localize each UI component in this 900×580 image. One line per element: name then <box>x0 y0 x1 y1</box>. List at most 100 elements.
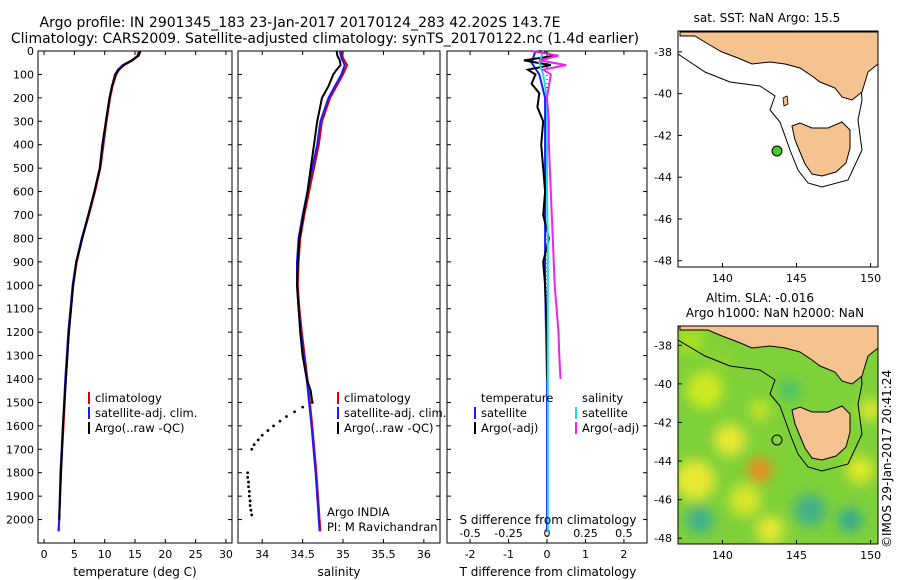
lat-tick-label: -46 <box>654 494 672 507</box>
raw-data-point <box>250 447 254 451</box>
raw-data-point <box>248 499 252 503</box>
salinity-panel-frame <box>237 50 441 544</box>
depth-tick-label: 1500 <box>6 396 34 409</box>
raw-data-point <box>247 485 250 489</box>
s-tick-label: 0.5 <box>615 527 633 540</box>
lat-tick-label: -48 <box>654 532 672 545</box>
s-tick-label: 0.25 <box>573 527 598 540</box>
depth-tick-label: 2000 <box>6 514 34 527</box>
depth-tick-label: 1200 <box>6 326 34 339</box>
map1-title: sat. SST: NaN Argo: 15.5 <box>694 11 841 25</box>
x-tick-label: 0 <box>41 548 48 561</box>
x-tick-label: 25 <box>189 548 203 561</box>
header-line-2: Climatology: CARS2009. Satellite-adjuste… <box>11 31 639 47</box>
lat-tick-label: -44 <box>654 171 672 184</box>
s-difference-xlabel: S difference from climatology <box>460 513 637 527</box>
x-tick-label: -2 <box>465 548 476 561</box>
salinity-legend: climatology satellite-adj. clim. Argo(..… <box>337 391 446 435</box>
sla-map <box>678 326 878 544</box>
lon-tick-label: 140 <box>712 549 733 562</box>
x-tick-label: 20 <box>158 548 172 561</box>
argo-position-marker <box>771 145 783 157</box>
x-tick-label: 10 <box>98 548 112 561</box>
map2-mainland-land <box>679 326 878 385</box>
lat-tick-label: -42 <box>654 416 672 429</box>
legend-s-satellite: satellite <box>582 406 628 420</box>
raw-data-point <box>310 401 314 404</box>
legend-climatology-2: climatology <box>344 391 411 405</box>
raw-data-point <box>260 433 264 437</box>
shelf-contour <box>677 53 879 188</box>
series-line <box>531 50 567 380</box>
depth-tick-label: 1900 <box>6 490 34 503</box>
s-tick-label: 0 <box>544 527 551 540</box>
map2-argo-marker <box>771 434 783 446</box>
map2-title-2: Argo h1000: NaN h2000: NaN <box>686 306 864 320</box>
x-tick-label: 36 <box>417 548 431 561</box>
raw-data-point <box>250 513 254 517</box>
x-tick-label: 35.5 <box>371 548 396 561</box>
lon-tick-label: 150 <box>860 272 881 285</box>
depth-tick-label: 1000 <box>6 279 34 292</box>
legend-argo: Argo(..raw -QC) <box>95 421 185 435</box>
raw-data-point <box>247 494 251 498</box>
raw-data-point <box>266 429 270 432</box>
lat-tick-label: -46 <box>654 213 672 226</box>
king-island <box>782 95 789 107</box>
lon-tick-label: 150 <box>860 549 881 562</box>
raw-data-point <box>248 504 252 507</box>
depth-tick-label: 1600 <box>6 420 34 433</box>
raw-data-point <box>252 443 256 446</box>
raw-data-point <box>246 471 250 475</box>
depth-tick-label: 300 <box>13 115 34 128</box>
annotation-pi: PI: M Ravichandran <box>327 520 438 534</box>
temperature-xlabel: temperature (deg C) <box>73 565 196 579</box>
s-tick-label: -0.25 <box>494 527 522 540</box>
difference-legend: temperature salinity satellite Argo(-adj… <box>474 391 639 435</box>
legend-satellite-adj: satellite-adj. clim. <box>95 406 197 420</box>
raw-data-point <box>285 415 288 418</box>
x-tick-label: 35 <box>336 548 350 561</box>
depth-tick-label: 1100 <box>6 303 34 316</box>
lon-tick-label: 140 <box>712 272 733 285</box>
depth-tick-label: 700 <box>13 209 34 222</box>
depth-tick-label: 1300 <box>6 350 34 363</box>
depth-tick-label: 200 <box>13 92 34 105</box>
raw-data-point <box>247 480 250 484</box>
legend-title-salinity: salinity <box>582 391 623 405</box>
legend-climatology: climatology <box>95 391 162 405</box>
mainland-land <box>679 31 879 101</box>
lat-tick-label: -40 <box>654 88 672 101</box>
legend-argo-2: Argo(..raw -QC) <box>344 421 434 435</box>
legend-s-argo: Argo(-adj) <box>582 421 639 435</box>
series-line <box>538 50 549 532</box>
legend-t-satellite: satellite <box>481 406 527 420</box>
lat-tick-label: -38 <box>654 339 672 352</box>
legend-satellite-adj-2: satellite-adj. clim. <box>344 406 446 420</box>
x-tick-label: 2 <box>620 548 627 561</box>
sst-map <box>677 30 879 268</box>
s-tick-label: -0.5 <box>459 527 480 540</box>
depth-tick-label: 600 <box>13 186 34 199</box>
lat-tick-label: -42 <box>654 129 672 142</box>
legend-title-temperature: temperature <box>481 391 553 405</box>
raw-data-point <box>272 424 275 428</box>
depth-tick-label: 100 <box>13 68 34 81</box>
depth-tick-label: 800 <box>13 232 34 245</box>
depth-tick-label: 1800 <box>6 467 34 480</box>
x-tick-label: 34 <box>255 548 269 561</box>
map2-tasmania-land <box>791 405 851 461</box>
x-tick-label: 30 <box>219 548 233 561</box>
series-line <box>58 50 142 520</box>
header-line-1: Argo profile: IN 2901345_183 23-Jan-2017… <box>40 15 561 31</box>
lat-tick-label: -38 <box>654 46 672 59</box>
imos-credit: ©IMOS 29-Jan-2017 20:41:24 <box>880 370 894 548</box>
lat-tick-label: -48 <box>654 255 672 268</box>
x-tick-label: 1 <box>582 548 589 561</box>
x-tick-label: 34.5 <box>290 548 315 561</box>
raw-data-point <box>249 508 253 512</box>
raw-data-point <box>247 490 251 493</box>
raw-data-point <box>301 405 305 409</box>
raw-data-point <box>278 419 282 423</box>
